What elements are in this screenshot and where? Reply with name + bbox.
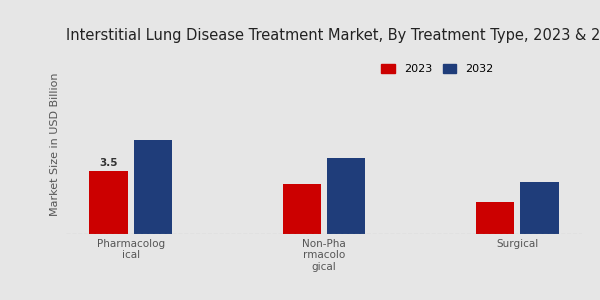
Text: 3.5: 3.5 [100, 158, 118, 168]
Bar [476, 202, 514, 234]
Bar [327, 158, 365, 234]
Y-axis label: Market Size in USD Billion: Market Size in USD Billion [50, 72, 61, 216]
Text: Interstitial Lung Disease Treatment Market, By Treatment Type, 2023 & 2032: Interstitial Lung Disease Treatment Mark… [66, 28, 600, 43]
Bar [283, 184, 321, 234]
Legend: 2023, 2032: 2023, 2032 [377, 60, 498, 79]
Bar [520, 182, 559, 234]
Bar [134, 140, 172, 234]
Bar [89, 171, 128, 234]
